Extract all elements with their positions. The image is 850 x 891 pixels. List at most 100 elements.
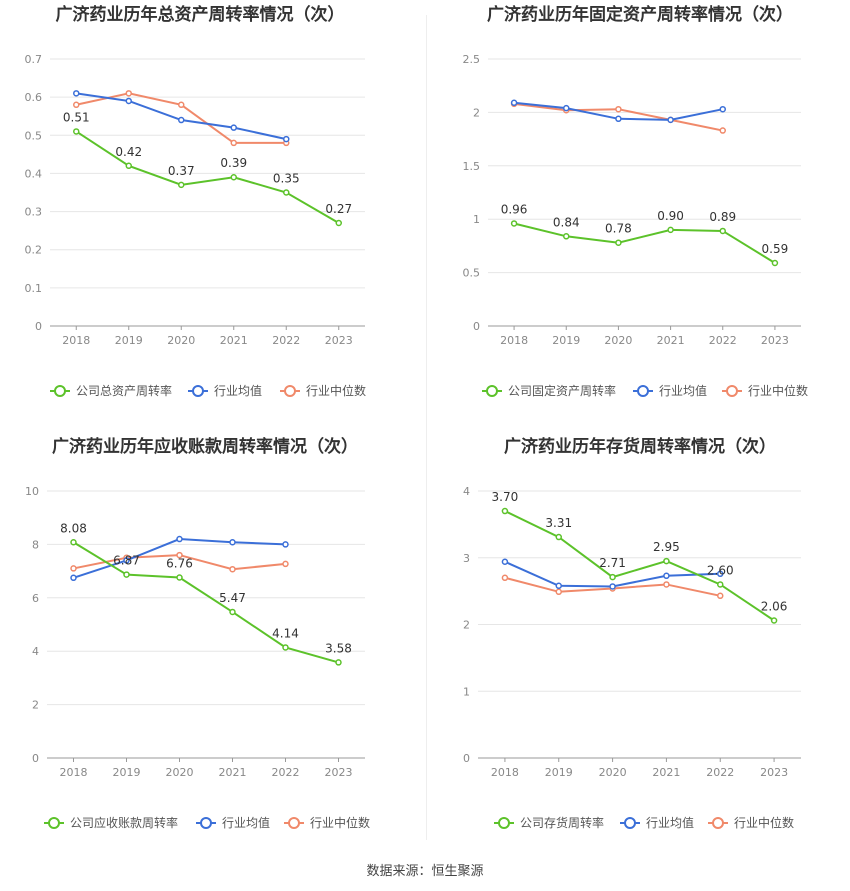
data-point	[178, 181, 185, 189]
x-tick-label: 2018	[500, 334, 528, 347]
x-tick-label: 2019	[545, 766, 573, 779]
data-point	[555, 588, 562, 596]
y-tick-label: 10	[25, 485, 39, 498]
data-label: 0.84	[553, 215, 580, 229]
data-label: 0.39	[220, 156, 247, 170]
series-line	[75, 130, 340, 224]
data-label: 3.70	[492, 490, 519, 504]
x-tick-label: 2018	[491, 766, 519, 779]
y-tick-label: 0.5	[463, 267, 481, 280]
data-point	[609, 583, 616, 590]
y-tick-label: 0	[32, 752, 39, 765]
data-label: 2.71	[599, 556, 626, 570]
data-point	[667, 226, 674, 234]
y-tick-label: 1	[473, 213, 480, 226]
legend-label: 行业均值	[214, 383, 262, 398]
legend-marker	[284, 385, 296, 397]
data-label: 2.95	[653, 540, 680, 554]
x-tick-label: 2021	[220, 334, 248, 347]
y-tick-label: 0.1	[25, 282, 43, 295]
legend-marker	[200, 817, 212, 829]
data-label: 3.58	[325, 641, 352, 655]
x-tick-label: 2021	[652, 766, 680, 779]
data-label: 2.60	[707, 563, 734, 577]
x-tick-label: 2020	[167, 334, 195, 347]
data-point	[615, 115, 622, 123]
data-label: 0.37	[168, 164, 195, 178]
legend-marker	[726, 385, 738, 397]
data-label: 0.27	[325, 202, 352, 216]
x-tick-label: 2023	[325, 766, 353, 779]
data-point	[555, 533, 562, 541]
x-tick-label: 2022	[709, 334, 737, 347]
data-label: 0.90	[657, 209, 684, 223]
x-tick-label: 2022	[272, 766, 300, 779]
chart-panel-4: 广济药业历年存货周转率情况（次） 0 1 2 3 4 2018 2019 2020 2021 202…	[463, 436, 801, 830]
chart-panel-3: 广济药业历年应收账款周转率情况（次） 0 2 4 6 8 10 2018 2019 2020 202…	[25, 436, 370, 830]
x-tick-label: 2021	[219, 766, 247, 779]
legend-label: 行业中位数	[310, 815, 370, 830]
x-tick-label: 2023	[761, 334, 789, 347]
data-point	[501, 574, 509, 582]
data-point	[125, 90, 132, 97]
data-point	[663, 581, 670, 588]
data-point	[563, 104, 570, 112]
x-tick-label: 2019	[113, 766, 141, 779]
legend-marker	[288, 817, 300, 829]
data-point	[282, 560, 289, 568]
data-point	[229, 565, 236, 573]
data-point	[73, 128, 80, 135]
data-point	[555, 582, 562, 590]
data-point	[282, 541, 289, 548]
x-tick-label: 2022	[706, 766, 734, 779]
data-point	[719, 227, 726, 235]
series-line	[76, 92, 287, 141]
data-point	[510, 99, 518, 107]
y-tick-label: 0.4	[25, 167, 43, 180]
chart-title: 广济药业历年应收账款周转率情况（次）	[52, 436, 358, 457]
data-point	[501, 558, 509, 566]
legend-marker	[48, 817, 60, 829]
data-point	[717, 592, 724, 600]
data-point	[283, 135, 290, 143]
data-source-footer: 数据来源：恒生聚源	[366, 864, 484, 879]
y-tick-label: 0.6	[25, 91, 43, 104]
data-point	[615, 105, 622, 113]
data-label: 0.42	[115, 145, 142, 159]
y-tick-label: 0	[473, 320, 480, 333]
y-tick-label: 1.5	[463, 160, 481, 173]
y-tick-label: 3	[463, 552, 470, 565]
data-point	[70, 539, 77, 546]
legend-label: 公司应收账款周转率	[70, 815, 178, 830]
data-point	[663, 572, 670, 580]
data-point	[563, 233, 570, 240]
legend-marker	[624, 817, 636, 829]
data-label: 2.06	[761, 599, 788, 613]
legend-marker	[192, 385, 204, 397]
chart-title: 广济药业历年总资产周转率情况（次）	[56, 4, 345, 25]
data-label: 0.96	[501, 202, 528, 216]
data-point	[125, 162, 132, 170]
y-tick-label: 2.5	[463, 53, 481, 66]
data-point	[719, 127, 726, 134]
data-label: 0.78	[605, 222, 632, 236]
data-point	[282, 644, 289, 651]
data-point	[70, 565, 77, 572]
chart-panel-1: 广济药业历年总资产周转率情况（次） 0 0.1 0.2 0.3 0.4 0.5 0.6 0.7 2…	[25, 4, 367, 398]
data-point	[229, 539, 236, 546]
legend-label: 公司总资产周转率	[76, 383, 172, 398]
legend-label: 行业均值	[222, 815, 270, 830]
x-tick-label: 2019	[552, 334, 580, 347]
data-point	[125, 97, 132, 105]
data-point	[615, 239, 622, 246]
y-tick-label: 6	[32, 592, 39, 605]
legend-marker	[54, 385, 66, 397]
data-point	[717, 570, 724, 578]
legend-label: 行业中位数	[306, 383, 366, 398]
data-point	[719, 105, 726, 113]
data-point	[73, 101, 80, 109]
data-point	[178, 116, 185, 124]
y-tick-label: 0	[35, 320, 42, 333]
data-point	[501, 507, 509, 515]
